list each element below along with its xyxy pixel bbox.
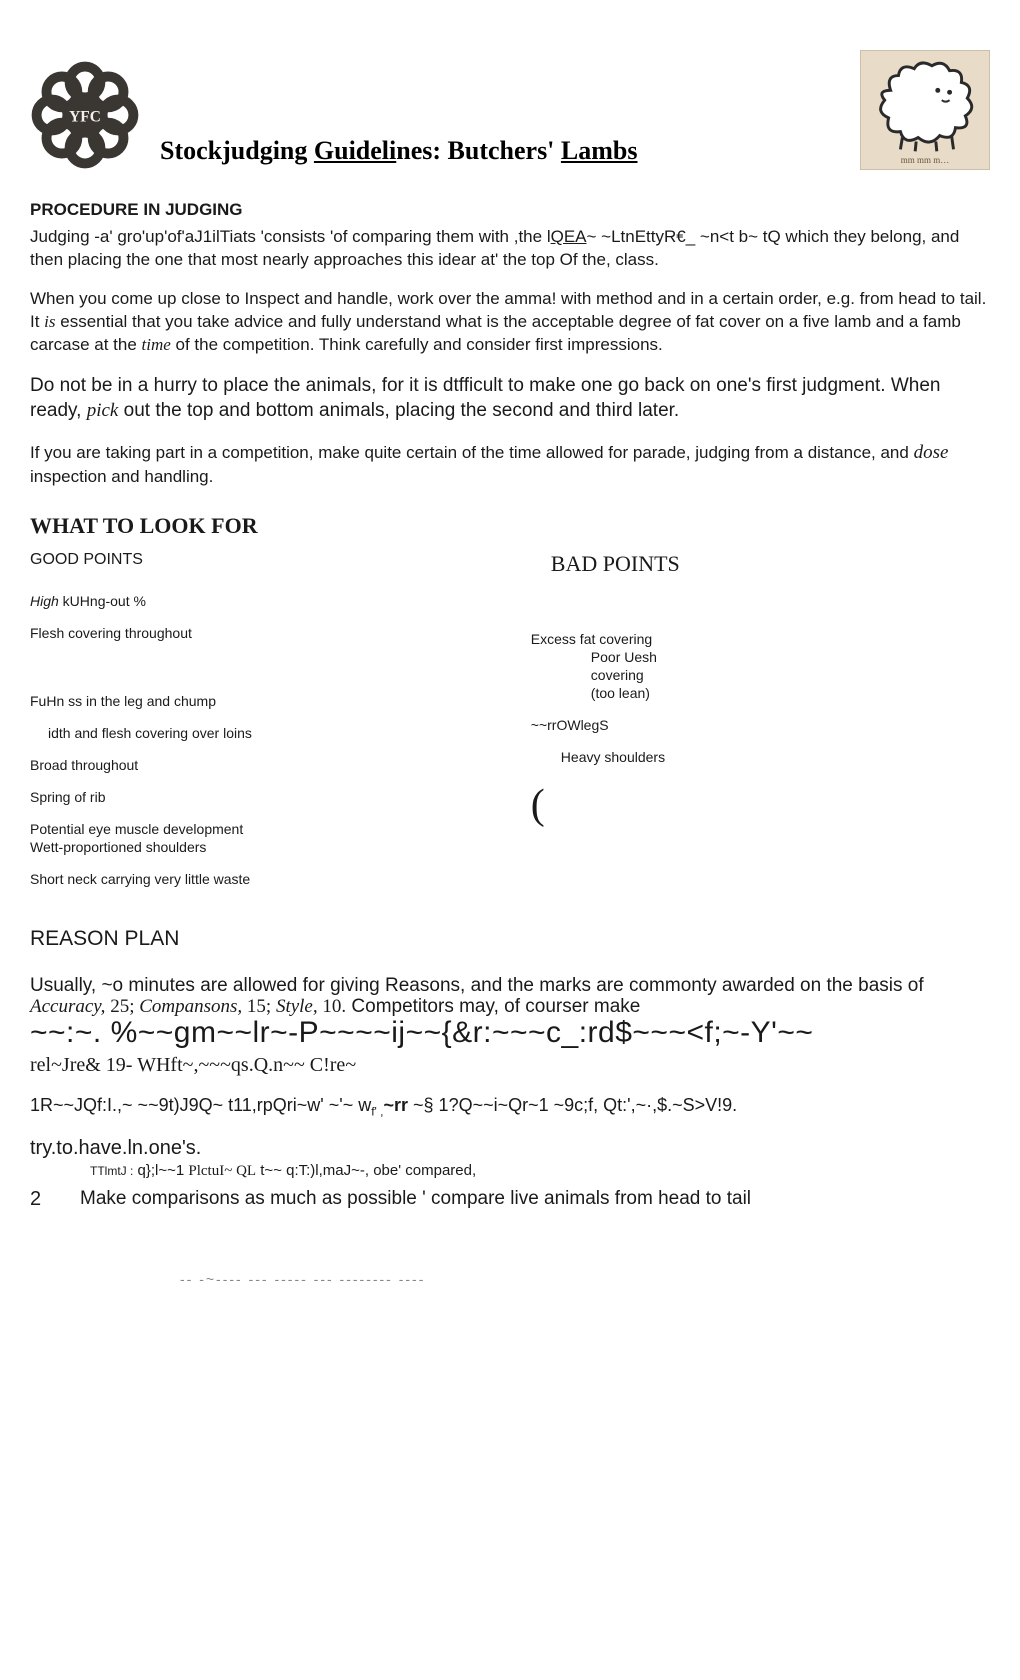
one-r-c: ~§ 1?Q~~i~Qr~1 ~9c;f, Qt:',~·,$.~S>V!9. <box>408 1095 737 1115</box>
rel-line: rel~Jre& 19- WHft~,~~~qs.Q.n~~ C!re~ <box>30 1054 990 1077</box>
tt-c: PlctuI~ QL <box>188 1163 256 1179</box>
one-r-line: 1R~~JQf:I.,~ ~~9t)J9Q~ t11,rpQri~w' ~'~ … <box>30 1095 990 1119</box>
gp0-text: kUHng-out % <box>59 593 146 609</box>
paragraph-2: When you come up close to Inspect and ha… <box>30 288 990 357</box>
tt-line: TTlmtJ : q};l~~1 PlctuI~ QL t~~ q:T:)l,m… <box>30 1162 990 1180</box>
good-points-column: GOOD POINTS High kUHng-out % Flesh cover… <box>30 551 491 903</box>
r1-10: 10. <box>318 996 347 1017</box>
tt-a: TTlmtJ : <box>90 1164 133 1178</box>
title-block: Stockjudging Guidelines: Butchers' Lambs <box>140 136 860 170</box>
r1-style: Style, <box>276 996 318 1017</box>
good-points-heading: GOOD POINTS <box>30 551 491 569</box>
good-point-7: Wett-proportioned shoulders <box>30 839 491 855</box>
bad-points-column: BAD POINTS Excess fat covering Poor Uesh… <box>491 551 990 903</box>
gp0-italic: High <box>30 593 59 609</box>
paragraph-4: If you are taking part in a competition,… <box>30 440 990 489</box>
bad-point-1: Poor Uesh <box>531 649 990 665</box>
p4-b: inspection and handling. <box>30 467 213 486</box>
header: YFC Stockjudging Guidelines: Butchers' L… <box>30 50 990 170</box>
p1-text-a: Judging -a' gro'up'of'aJ1ilTiats 'consis… <box>30 227 551 246</box>
sheep-caption: mm mm m… <box>861 155 989 165</box>
r1-25: 25; <box>105 996 139 1017</box>
page-title: Stockjudging Guidelines: Butchers' Lambs <box>160 136 860 166</box>
points-columns: GOOD POINTS High kUHng-out % Flesh cover… <box>30 551 990 903</box>
try-line: try.to.have.ln.one's. <box>30 1137 990 1160</box>
p3-b: out the top and bottom animals, placing … <box>118 400 679 421</box>
yfc-logo: YFC <box>30 60 140 170</box>
p2-is: is <box>44 312 55 331</box>
good-point-3: idth and flesh covering over loins <box>30 725 491 741</box>
section-what-heading: WHAT TO LOOK FOR <box>30 513 990 539</box>
bad-point-4: ~~rrOWlegS <box>531 717 990 733</box>
stray-paren: ( <box>531 781 990 829</box>
bad-point-0: Excess fat covering <box>531 631 990 647</box>
bad-point-3: (too lean) <box>531 685 990 701</box>
good-point-6: Potential eye muscle development <box>30 821 491 837</box>
bad-point-2: covering <box>531 667 990 683</box>
section-reason-heading: REASON PLAN <box>30 927 990 951</box>
r1-comparisons: Compansons, <box>139 996 242 1017</box>
garbled-line: ~~:~. %~~gm~~lr~-P~~~~ij~~{&r:~~~c_:rd$~… <box>30 1018 990 1048</box>
sheep-logo: mm mm m… <box>860 50 990 170</box>
paragraph-3: Do not be in a hurry to place the animal… <box>30 373 990 424</box>
title-text-2: nes: Butchers' <box>396 136 561 165</box>
r1-b: Competitors may, of courser make <box>346 996 640 1017</box>
tt-d: t~~ q:T:)l,maJ~-, obe' compared, <box>256 1162 476 1179</box>
bad-points-heading: BAD POINTS <box>531 551 990 577</box>
p2-c: of the competition. Think carefully and … <box>171 335 663 354</box>
r1-a: Usually, ~o minutes are allowed for givi… <box>30 975 924 996</box>
paragraph-1: Judging -a' gro'up'of'aJ1ilTiats 'consis… <box>30 226 990 272</box>
row-number-2: 2 <box>30 1188 80 1211</box>
p3-pick: pick <box>87 400 119 421</box>
good-point-5: Spring of rib <box>30 789 491 805</box>
good-point-4: Broad throughout <box>30 757 491 773</box>
p2-time: time <box>142 335 171 354</box>
p4-dose: dose <box>914 442 949 463</box>
bad-point-5: Heavy shoulders <box>531 749 990 765</box>
good-point-1: Flesh covering throughout <box>30 625 491 641</box>
title-underline-2: Lambs <box>561 136 638 165</box>
r1-accuracy: Accuracy, <box>30 996 105 1017</box>
numbered-row-2: 2 Make comparisons as much as possible '… <box>30 1188 990 1211</box>
good-point-0: High kUHng-out % <box>30 593 491 609</box>
good-point-8: Short neck carrying very little waste <box>30 871 491 887</box>
p1-underline: QEA <box>551 227 587 246</box>
title-text-1: Stockjudging <box>160 136 314 165</box>
section-procedure-heading: PROCEDURE IN JUDGING <box>30 200 990 220</box>
row-2-text: Make comparisons as much as possible ' c… <box>80 1188 751 1211</box>
good-point-2: FuHn ss in the leg and chump <box>30 693 491 709</box>
p4-a: If you are taking part in a competition,… <box>30 443 914 462</box>
title-underline-1: Guideli <box>314 136 396 165</box>
one-r-b: ~rr <box>384 1095 409 1115</box>
svg-text:YFC: YFC <box>69 109 101 126</box>
r1-15: 15; <box>242 996 276 1017</box>
bottom-dashes: -- -~---- --- ----- --- -------- ---- <box>30 1271 990 1287</box>
reason-paragraph: Usually, ~o minutes are allowed for givi… <box>30 975 990 1019</box>
tt-b: q};l~~1 <box>133 1162 188 1179</box>
one-r-a: 1R~~JQf:I.,~ ~~9t)J9Q~ t11,rpQri~w' ~'~ … <box>30 1095 371 1115</box>
